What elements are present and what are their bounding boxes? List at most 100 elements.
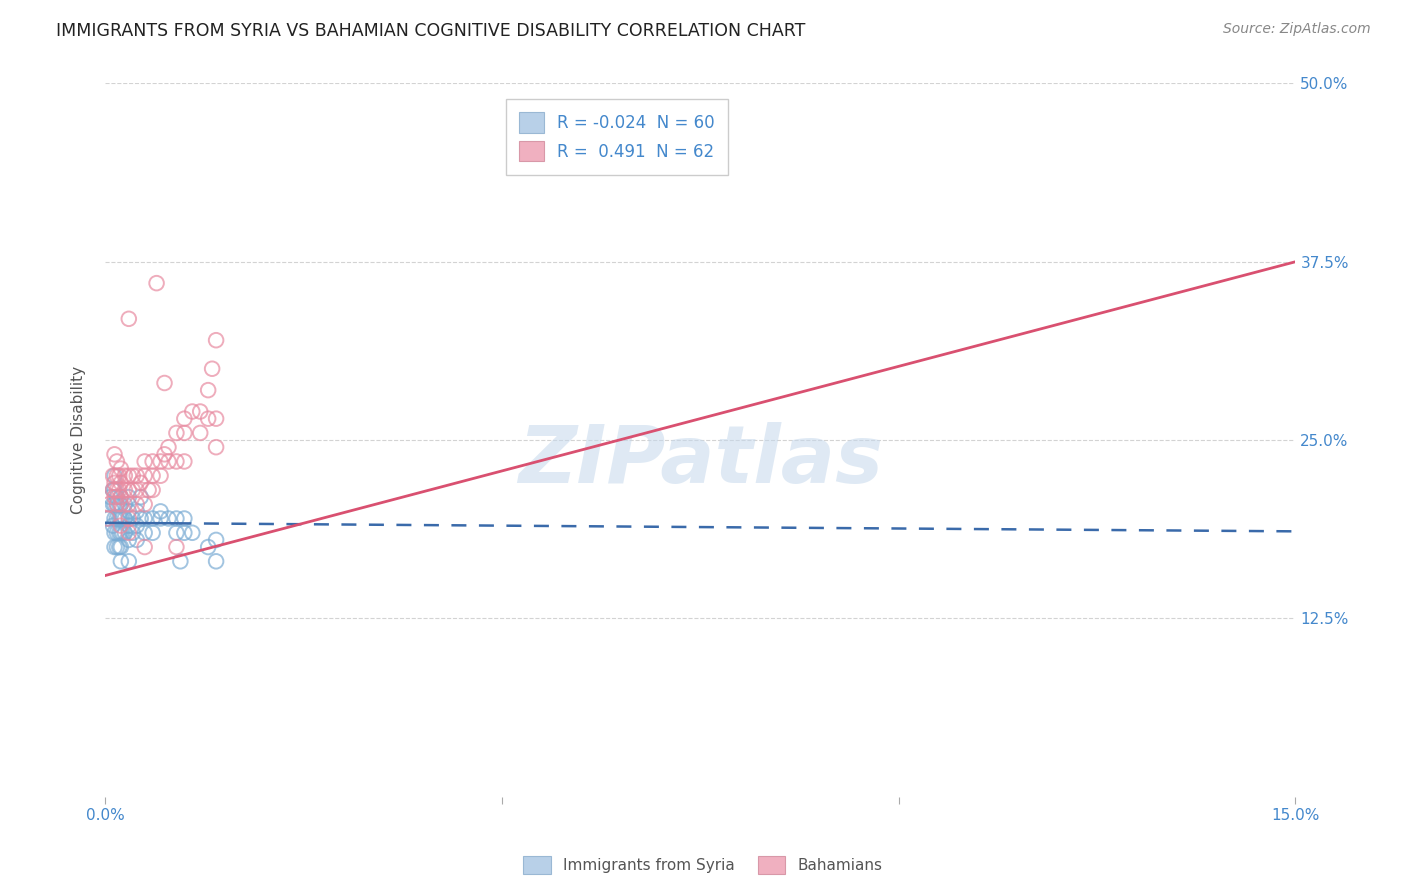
Point xyxy=(201,361,224,376)
Point xyxy=(108,468,131,483)
Point xyxy=(118,511,141,525)
Point xyxy=(110,497,132,511)
Point xyxy=(165,511,187,525)
Point xyxy=(118,483,141,497)
Point xyxy=(105,497,128,511)
Point xyxy=(125,468,148,483)
Point xyxy=(105,454,128,468)
Point xyxy=(118,533,141,547)
Point xyxy=(125,497,148,511)
Point xyxy=(96,511,118,525)
Point xyxy=(118,554,141,568)
Point xyxy=(108,525,131,540)
Point xyxy=(105,490,128,504)
Point xyxy=(165,525,187,540)
Point xyxy=(111,511,134,525)
Legend: Immigrants from Syria, Bahamians: Immigrants from Syria, Bahamians xyxy=(517,850,889,880)
Point xyxy=(105,468,128,483)
Point xyxy=(114,468,136,483)
Point xyxy=(134,497,156,511)
Point xyxy=(101,483,124,497)
Point xyxy=(118,504,141,518)
Point xyxy=(142,525,165,540)
Point xyxy=(142,468,165,483)
Point xyxy=(134,540,156,554)
Point xyxy=(188,404,211,418)
Point xyxy=(103,511,125,525)
Point xyxy=(138,483,160,497)
Point xyxy=(103,483,125,497)
Point xyxy=(103,475,125,490)
Point xyxy=(121,525,143,540)
Point xyxy=(118,525,141,540)
Point xyxy=(108,511,131,525)
Text: ZIPatlas: ZIPatlas xyxy=(517,423,883,500)
Point xyxy=(114,483,136,497)
Point xyxy=(118,311,141,326)
Point xyxy=(108,497,131,511)
Point xyxy=(157,511,180,525)
Point xyxy=(157,440,180,454)
Point xyxy=(103,490,125,504)
Point xyxy=(110,497,132,511)
Legend: R = -0.024  N = 60, R =  0.491  N = 62: R = -0.024 N = 60, R = 0.491 N = 62 xyxy=(506,99,728,175)
Point xyxy=(103,468,125,483)
Point xyxy=(165,454,187,468)
Point xyxy=(114,511,136,525)
Point xyxy=(169,554,191,568)
Point xyxy=(105,511,128,525)
Point xyxy=(111,525,134,540)
Point xyxy=(96,511,118,525)
Point xyxy=(134,525,156,540)
Point xyxy=(103,540,125,554)
Point xyxy=(110,511,132,525)
Point xyxy=(149,504,172,518)
Point xyxy=(97,497,120,511)
Point xyxy=(125,518,148,533)
Point xyxy=(205,440,228,454)
Point xyxy=(121,468,143,483)
Point xyxy=(149,468,172,483)
Y-axis label: Cognitive Disability: Cognitive Disability xyxy=(72,366,86,514)
Point xyxy=(105,540,128,554)
Point xyxy=(103,497,125,511)
Point xyxy=(105,497,128,511)
Point xyxy=(205,554,228,568)
Point xyxy=(101,497,124,511)
Point xyxy=(173,525,195,540)
Point xyxy=(153,447,176,461)
Point xyxy=(157,454,180,468)
Point xyxy=(165,540,187,554)
Point xyxy=(103,525,125,540)
Point xyxy=(173,425,195,440)
Point xyxy=(110,554,132,568)
Point xyxy=(110,518,132,533)
Point xyxy=(125,533,148,547)
Point xyxy=(181,525,204,540)
Point xyxy=(181,404,204,418)
Point xyxy=(205,411,228,425)
Point xyxy=(134,468,156,483)
Point xyxy=(149,511,172,525)
Point xyxy=(173,454,195,468)
Point xyxy=(114,497,136,511)
Point xyxy=(205,533,228,547)
Point xyxy=(105,483,128,497)
Point xyxy=(118,468,141,483)
Point xyxy=(108,483,131,497)
Point xyxy=(105,525,128,540)
Point xyxy=(101,483,124,497)
Point xyxy=(101,518,124,533)
Point xyxy=(110,490,132,504)
Point xyxy=(134,454,156,468)
Point xyxy=(205,333,228,347)
Point xyxy=(110,461,132,475)
Point xyxy=(118,518,141,533)
Point xyxy=(118,497,141,511)
Text: IMMIGRANTS FROM SYRIA VS BAHAMIAN COGNITIVE DISABILITY CORRELATION CHART: IMMIGRANTS FROM SYRIA VS BAHAMIAN COGNIT… xyxy=(56,22,806,40)
Point xyxy=(142,483,165,497)
Point xyxy=(121,483,143,497)
Point xyxy=(125,504,148,518)
Point xyxy=(97,511,120,525)
Text: Source: ZipAtlas.com: Source: ZipAtlas.com xyxy=(1223,22,1371,37)
